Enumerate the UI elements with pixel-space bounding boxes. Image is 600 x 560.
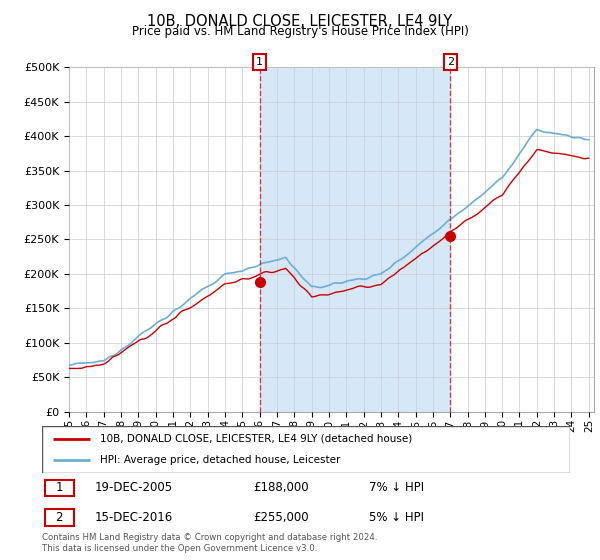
FancyBboxPatch shape xyxy=(42,426,570,473)
Text: 15-DEC-2016: 15-DEC-2016 xyxy=(95,511,173,524)
Text: Price paid vs. HM Land Registry's House Price Index (HPI): Price paid vs. HM Land Registry's House … xyxy=(131,25,469,38)
Text: 2: 2 xyxy=(55,511,63,524)
Text: HPI: Average price, detached house, Leicester: HPI: Average price, detached house, Leic… xyxy=(100,455,340,465)
Text: £188,000: £188,000 xyxy=(253,481,309,494)
FancyBboxPatch shape xyxy=(44,510,74,526)
FancyBboxPatch shape xyxy=(44,479,74,496)
Text: Contains HM Land Registry data © Crown copyright and database right 2024.
This d: Contains HM Land Registry data © Crown c… xyxy=(42,533,377,553)
Text: 1: 1 xyxy=(256,57,263,67)
Text: 7% ↓ HPI: 7% ↓ HPI xyxy=(370,481,424,494)
Text: 10B, DONALD CLOSE, LEICESTER, LE4 9LY (detached house): 10B, DONALD CLOSE, LEICESTER, LE4 9LY (d… xyxy=(100,434,412,444)
Text: 10B, DONALD CLOSE, LEICESTER, LE4 9LY: 10B, DONALD CLOSE, LEICESTER, LE4 9LY xyxy=(148,14,452,29)
Text: 19-DEC-2005: 19-DEC-2005 xyxy=(95,481,173,494)
Text: 1: 1 xyxy=(55,481,63,494)
Text: £255,000: £255,000 xyxy=(253,511,309,524)
Text: 5% ↓ HPI: 5% ↓ HPI xyxy=(370,511,424,524)
Text: 2: 2 xyxy=(446,57,454,67)
Bar xyxy=(260,67,450,412)
